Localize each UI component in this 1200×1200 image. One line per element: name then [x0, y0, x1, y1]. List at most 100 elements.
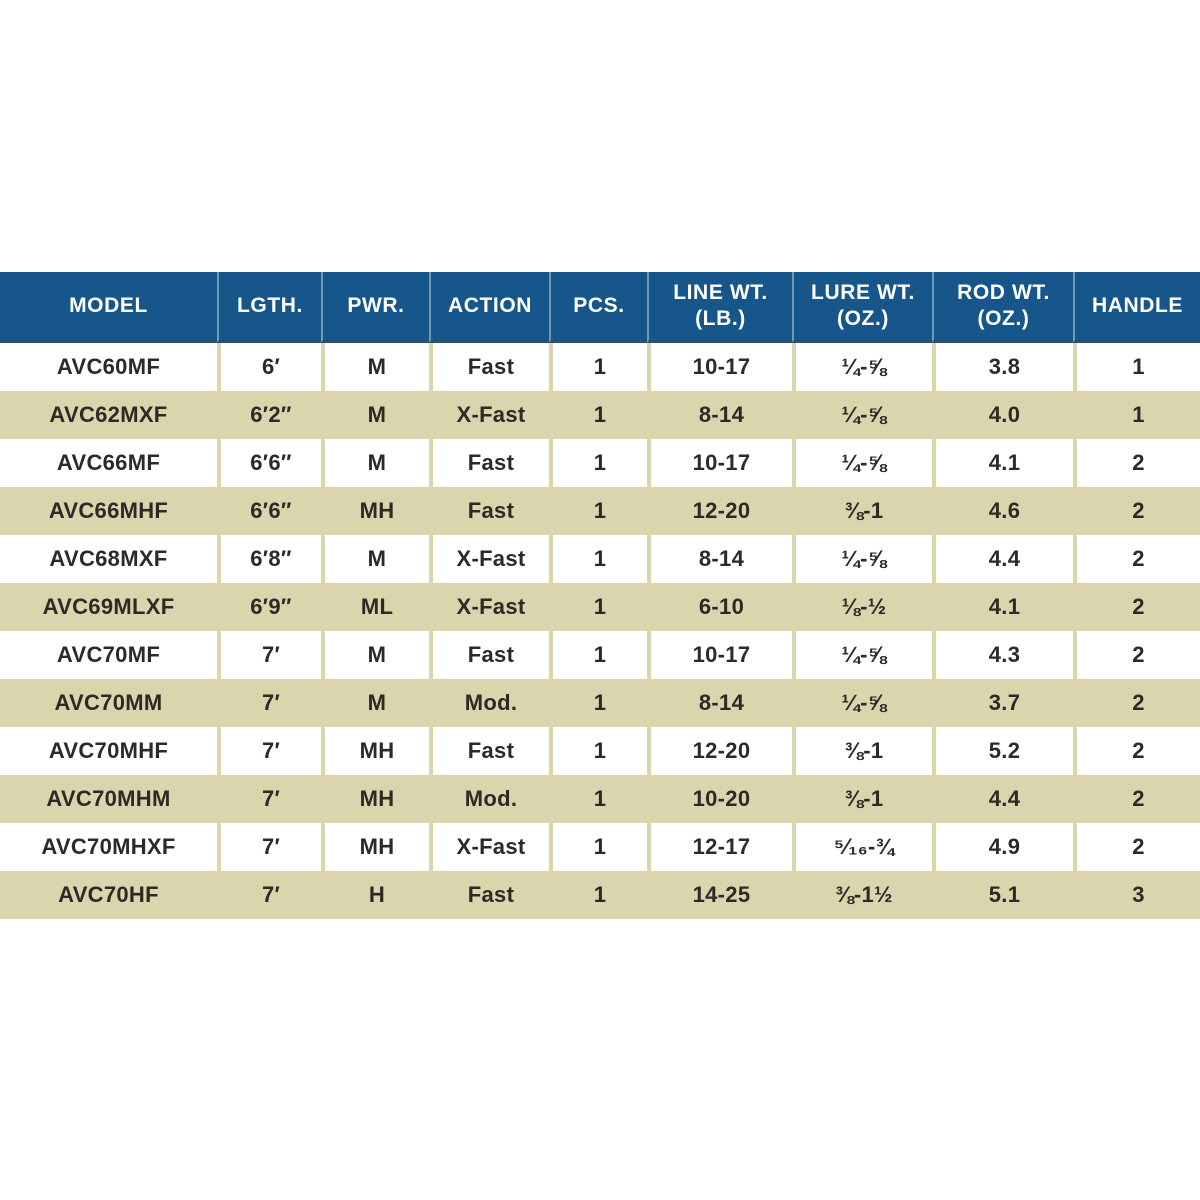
column-header-pcs: PCS. [549, 272, 647, 343]
cell-handle: 2 [1073, 439, 1200, 487]
cell-pwr: M [321, 679, 429, 727]
cell-lure-wt: ⁵⁄₁₆-¾ [792, 823, 932, 871]
table-row: AVC70HF 7′ H Fast 1 14-25 ⅜-1½ 5.1 3 [0, 871, 1200, 919]
rod-spec-table: MODEL LGTH. PWR. ACTION PCS. LINE WT. (LB.) LUR… [0, 272, 1200, 919]
cell-pwr: MH [321, 823, 429, 871]
cell-pcs: 1 [549, 535, 647, 583]
cell-lure-wt: ¼-⅝ [792, 391, 932, 439]
cell-handle: 2 [1073, 679, 1200, 727]
cell-handle: 2 [1073, 775, 1200, 823]
cell-rod-wt: 4.0 [932, 391, 1073, 439]
cell-handle: 1 [1073, 391, 1200, 439]
cell-lure-wt: ⅜-1 [792, 487, 932, 535]
cell-handle: 2 [1073, 487, 1200, 535]
cell-rod-wt: 3.8 [932, 343, 1073, 391]
cell-action: Fast [429, 487, 549, 535]
cell-line-wt: 12-20 [647, 487, 792, 535]
column-header-handle: HANDLE [1073, 272, 1200, 343]
column-header-model: MODEL [0, 272, 217, 343]
cell-model: AVC69MLXF [0, 583, 217, 631]
cell-pcs: 1 [549, 439, 647, 487]
cell-pcs: 1 [549, 775, 647, 823]
column-header-sublabel: (OZ.) [837, 307, 889, 330]
cell-lgth: 6′6″ [217, 439, 321, 487]
table-row: AVC70MHF 7′ MH Fast 1 12-20 ⅜-1 5.2 2 [0, 727, 1200, 775]
cell-action: X-Fast [429, 583, 549, 631]
column-header-sublabel: (OZ.) [977, 307, 1030, 330]
cell-lure-wt: ¼-⅝ [792, 631, 932, 679]
cell-model: AVC70HF [0, 871, 217, 919]
column-header-sublabel: (LB.) [695, 307, 746, 330]
cell-rod-wt: 3.7 [932, 679, 1073, 727]
table-row: AVC68MXF 6′8″ M X-Fast 1 8-14 ¼-⅝ 4.4 2 [0, 535, 1200, 583]
cell-model: AVC70MF [0, 631, 217, 679]
column-header-label: ROD WT. [957, 281, 1050, 304]
column-header-line-wt: LINE WT. (LB.) [647, 272, 792, 343]
cell-handle: 2 [1073, 583, 1200, 631]
cell-lgth: 6′6″ [217, 487, 321, 535]
cell-rod-wt: 4.3 [932, 631, 1073, 679]
cell-rod-wt: 5.1 [932, 871, 1073, 919]
cell-action: Mod. [429, 679, 549, 727]
cell-pcs: 1 [549, 391, 647, 439]
cell-line-wt: 8-14 [647, 679, 792, 727]
cell-action: Fast [429, 631, 549, 679]
column-header-action: ACTION [429, 272, 549, 343]
cell-action: Mod. [429, 775, 549, 823]
cell-pwr: MH [321, 727, 429, 775]
cell-pwr: M [321, 343, 429, 391]
cell-model: AVC66MHF [0, 487, 217, 535]
cell-line-wt: 6-10 [647, 583, 792, 631]
column-header-lure-wt: LURE WT. (OZ.) [792, 272, 932, 343]
cell-model: AVC70MM [0, 679, 217, 727]
cell-lgth: 7′ [217, 775, 321, 823]
table-row: AVC66MF 6′6″ M Fast 1 10-17 ¼-⅝ 4.1 2 [0, 439, 1200, 487]
cell-lure-wt: ¼-⅝ [792, 679, 932, 727]
cell-model: AVC60MF [0, 343, 217, 391]
cell-lgth: 6′ [217, 343, 321, 391]
cell-lgth: 6′8″ [217, 535, 321, 583]
table-row: AVC70MHM 7′ MH Mod. 1 10-20 ⅜-1 4.4 2 [0, 775, 1200, 823]
cell-pcs: 1 [549, 679, 647, 727]
cell-model: AVC70MHXF [0, 823, 217, 871]
column-header-label: LGTH. [237, 294, 303, 317]
cell-lure-wt: ⅜-1 [792, 775, 932, 823]
cell-pcs: 1 [549, 823, 647, 871]
cell-model: AVC70MHM [0, 775, 217, 823]
cell-pwr: MH [321, 487, 429, 535]
cell-rod-wt: 4.1 [932, 439, 1073, 487]
cell-lgth: 7′ [217, 679, 321, 727]
cell-handle: 2 [1073, 631, 1200, 679]
cell-lgth: 7′ [217, 631, 321, 679]
cell-rod-wt: 4.9 [932, 823, 1073, 871]
table-row: AVC62MXF 6′2″ M X-Fast 1 8-14 ¼-⅝ 4.0 1 [0, 391, 1200, 439]
table-row: AVC70MM 7′ M Mod. 1 8-14 ¼-⅝ 3.7 2 [0, 679, 1200, 727]
cell-lgth: 6′2″ [217, 391, 321, 439]
column-header-lgth: LGTH. [217, 272, 321, 343]
cell-lure-wt: ¼-⅝ [792, 439, 932, 487]
cell-lgth: 7′ [217, 871, 321, 919]
cell-lure-wt: ¼-⅝ [792, 535, 932, 583]
column-header-rod-wt: ROD WT. (OZ.) [932, 272, 1073, 343]
cell-model: AVC66MF [0, 439, 217, 487]
cell-lure-wt: ⅜-1 [792, 727, 932, 775]
cell-pwr: M [321, 391, 429, 439]
cell-pcs: 1 [549, 727, 647, 775]
table-row: AVC70MHXF 7′ MH X-Fast 1 12-17 ⁵⁄₁₆-¾ 4.9 2 [0, 823, 1200, 871]
cell-line-wt: 10-17 [647, 343, 792, 391]
cell-model: AVC70MHF [0, 727, 217, 775]
cell-rod-wt: 4.4 [932, 535, 1073, 583]
cell-action: Fast [429, 727, 549, 775]
cell-action: X-Fast [429, 391, 549, 439]
table-row: AVC60MF 6′ M Fast 1 10-17 ¼-⅝ 3.8 1 [0, 343, 1200, 391]
cell-pwr: M [321, 631, 429, 679]
cell-line-wt: 8-14 [647, 391, 792, 439]
cell-pcs: 1 [549, 487, 647, 535]
column-header-label: ACTION [447, 294, 533, 317]
cell-action: Fast [429, 343, 549, 391]
cell-handle: 2 [1073, 535, 1200, 583]
cell-rod-wt: 4.4 [932, 775, 1073, 823]
column-header-label: HANDLE [1091, 294, 1184, 317]
cell-pcs: 1 [549, 871, 647, 919]
column-header-label: PWR. [347, 294, 405, 317]
